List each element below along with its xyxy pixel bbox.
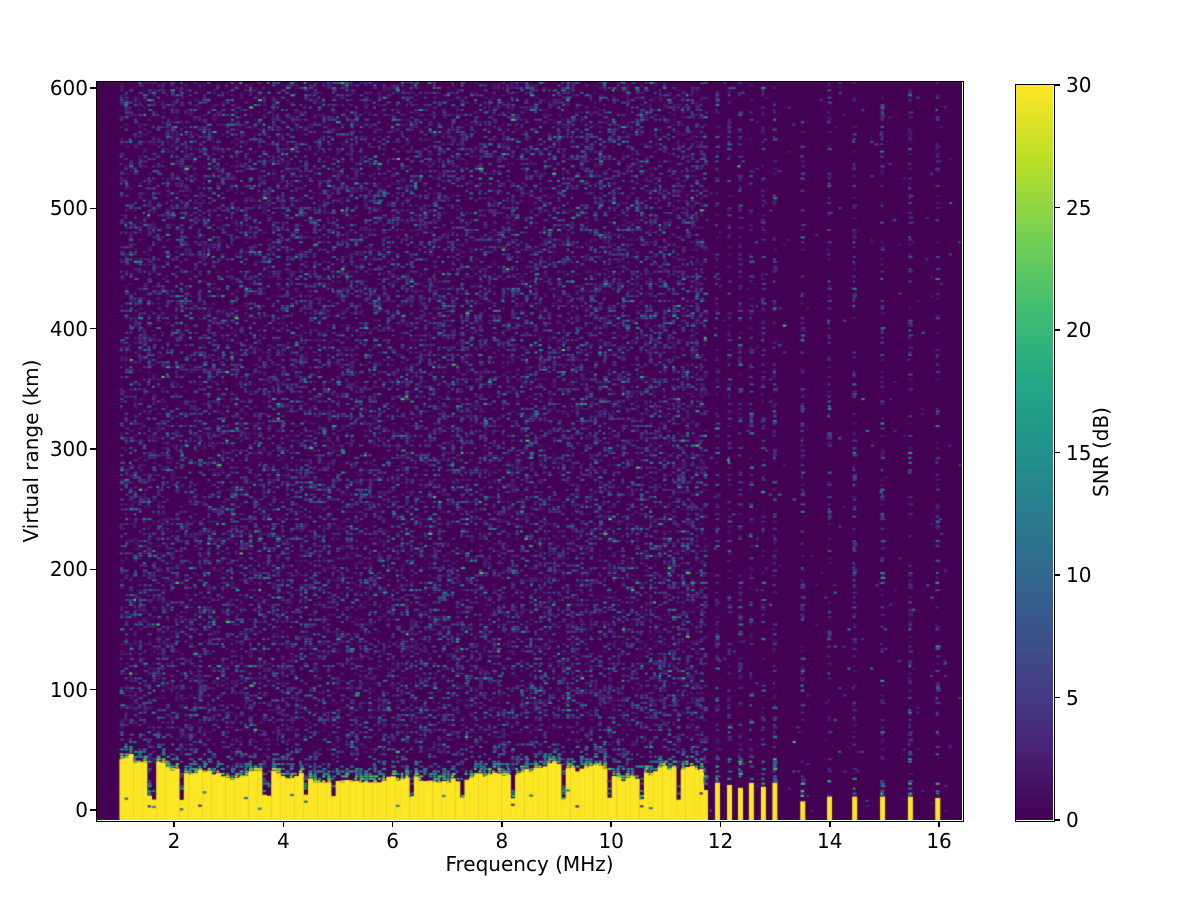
colorbar-tick-mark xyxy=(1054,574,1060,576)
y-tick-mark xyxy=(90,207,96,210)
y-tick-label: 300 xyxy=(49,437,88,461)
colorbar-tick-mark xyxy=(1054,696,1060,699)
plot-area xyxy=(97,82,962,820)
y-tick-label: 500 xyxy=(49,196,88,221)
x-tick-mark xyxy=(282,821,285,827)
colorbar-tick-mark xyxy=(1054,329,1060,331)
x-tick-mark xyxy=(719,821,722,827)
colorbar-label: SNR (dB) xyxy=(1089,407,1113,497)
colorbar-tick-mark xyxy=(1054,819,1060,821)
colorbar-tick-label: 25 xyxy=(1066,195,1092,220)
y-tick-mark xyxy=(90,448,96,450)
x-axis-label: Frequency (MHz) xyxy=(445,852,614,876)
x-tick-label: 10 xyxy=(598,829,624,853)
colorbar-tick-label: 10 xyxy=(1066,563,1092,587)
y-tick-label: 0 xyxy=(75,798,88,822)
ionogram-heatmap-canvas xyxy=(97,82,962,820)
x-tick-label: 2 xyxy=(167,829,181,853)
x-tick-label: 12 xyxy=(707,829,734,853)
y-tick-label: 100 xyxy=(49,677,88,702)
y-tick-mark xyxy=(90,327,96,330)
x-tick-mark xyxy=(501,821,503,827)
colorbar-tick-mark xyxy=(1054,451,1060,454)
colorbar-tick-label: 15 xyxy=(1066,440,1092,465)
y-tick-label: 200 xyxy=(49,557,88,582)
x-tick-mark xyxy=(829,821,831,827)
x-tick-label: 14 xyxy=(817,829,843,853)
x-tick-mark xyxy=(938,821,940,827)
colorbar-tick-label: 0 xyxy=(1066,808,1079,832)
y-tick-mark xyxy=(90,809,96,811)
x-tick-mark xyxy=(173,821,175,827)
y-tick-label: 400 xyxy=(49,316,88,341)
colorbar-tick-label: 30 xyxy=(1066,73,1092,97)
x-tick-label: 4 xyxy=(276,829,290,853)
x-tick-mark xyxy=(391,821,394,827)
y-tick-mark xyxy=(90,87,96,89)
x-tick-label: 8 xyxy=(495,829,509,853)
colorbar-tick-label: 5 xyxy=(1066,685,1079,710)
colorbar-frame xyxy=(1014,83,1055,822)
x-tick-label: 6 xyxy=(386,829,399,853)
y-tick-label: 600 xyxy=(49,76,88,101)
colorbar-tick-label: 20 xyxy=(1066,318,1092,342)
y-tick-mark xyxy=(90,688,96,691)
colorbar-tick-mark xyxy=(1054,206,1060,209)
colorbar-gradient xyxy=(1016,85,1053,820)
x-tick-mark xyxy=(610,821,612,827)
x-tick-label: 16 xyxy=(926,829,952,853)
colorbar-tick-mark xyxy=(1054,84,1060,86)
y-tick-mark xyxy=(90,568,96,571)
